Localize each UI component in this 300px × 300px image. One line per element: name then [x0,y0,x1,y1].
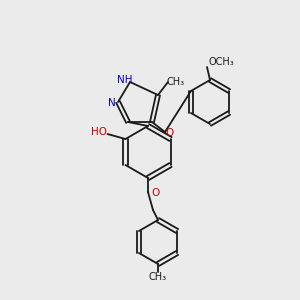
Text: O: O [165,128,173,138]
Text: HO: HO [92,127,107,137]
Text: OCH₃: OCH₃ [208,57,234,67]
Text: N: N [108,98,116,108]
Text: CH₃: CH₃ [167,77,185,87]
Text: CH₃: CH₃ [149,272,167,282]
Text: NH: NH [117,75,133,85]
Text: O: O [152,188,160,198]
